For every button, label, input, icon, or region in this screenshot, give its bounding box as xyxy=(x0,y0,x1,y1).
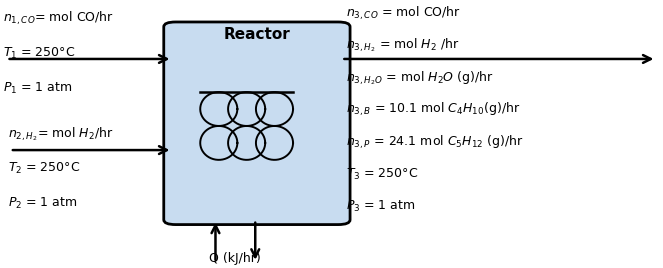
Text: $T_1$ = 250°C: $T_1$ = 250°C xyxy=(3,46,76,61)
Text: Q (kJ/hr): Q (kJ/hr) xyxy=(210,252,261,265)
Text: Reactor: Reactor xyxy=(223,27,290,42)
Text: $P_1$ = 1 atm: $P_1$ = 1 atm xyxy=(3,81,73,96)
Text: $n_{3,CO}$ = mol CO/hr: $n_{3,CO}$ = mol CO/hr xyxy=(346,5,461,22)
Text: $n_{1,CO}$= mol CO/hr: $n_{1,CO}$= mol CO/hr xyxy=(3,10,114,27)
Text: $n_{3,B}$ = 10.1 mol $C_4H_{10}$(g)/hr: $n_{3,B}$ = 10.1 mol $C_4H_{10}$(g)/hr xyxy=(346,101,520,118)
Text: $n_{3,H_2}$ = mol $H_2$ /hr: $n_{3,H_2}$ = mol $H_2$ /hr xyxy=(346,37,459,54)
Text: $n_{3,P}$ = 24.1 mol $C_5H_{12}$ (g)/hr: $n_{3,P}$ = 24.1 mol $C_5H_{12}$ (g)/hr xyxy=(346,133,524,151)
Text: $n_{3,H_2O}$ = mol $H_2O$ (g)/hr: $n_{3,H_2O}$ = mol $H_2O$ (g)/hr xyxy=(346,69,494,87)
Text: $P_3$ = 1 atm: $P_3$ = 1 atm xyxy=(346,199,416,214)
FancyBboxPatch shape xyxy=(164,22,350,225)
Text: $T_3$ = 250°C: $T_3$ = 250°C xyxy=(346,167,418,182)
Text: $n_{2,H_2}$= mol $H_2$/hr: $n_{2,H_2}$= mol $H_2$/hr xyxy=(8,125,113,143)
Text: $P_2$ = 1 atm: $P_2$ = 1 atm xyxy=(8,196,78,211)
Text: $T_2$ = 250°C: $T_2$ = 250°C xyxy=(8,161,80,176)
